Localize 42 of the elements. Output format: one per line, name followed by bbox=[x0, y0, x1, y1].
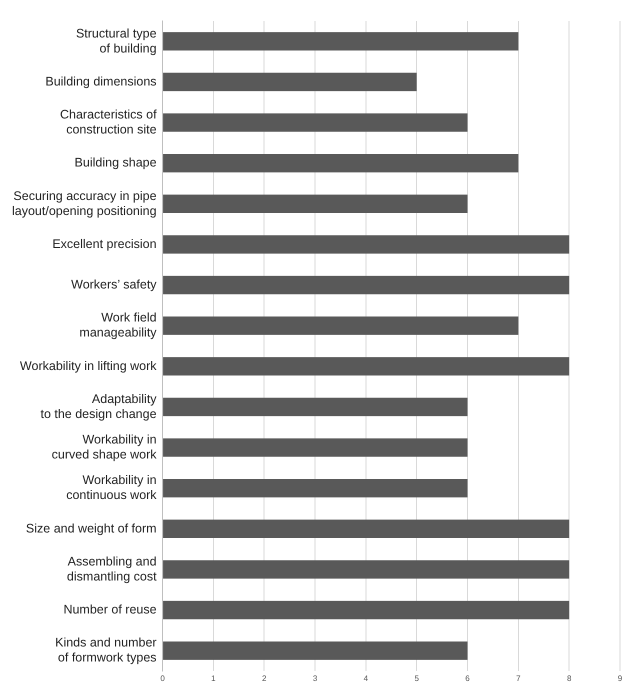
y-tick-label: Workability in curved shape work bbox=[52, 432, 158, 462]
x-tick-label: 2 bbox=[262, 674, 267, 684]
x-tick-label: 8 bbox=[566, 674, 572, 684]
y-tick-label: Building dimensions bbox=[45, 74, 157, 88]
y-tick-label: Kinds and number of formwork types bbox=[55, 636, 157, 665]
bar bbox=[163, 113, 468, 132]
y-tick-label: Workability in lifting work bbox=[20, 358, 158, 373]
y-tick-label: Workers’ safety bbox=[71, 278, 158, 292]
y-tick-label: Size and weight of form bbox=[26, 521, 157, 536]
x-tick-label: 6 bbox=[465, 674, 470, 684]
x-tick-label: 4 bbox=[364, 674, 369, 684]
x-tick-label: 0 bbox=[160, 674, 166, 684]
x-tick-label: 1 bbox=[211, 674, 216, 684]
x-tick-label: 3 bbox=[312, 674, 318, 684]
bar bbox=[163, 520, 570, 538]
bar bbox=[163, 479, 468, 498]
x-tick-label: 7 bbox=[516, 674, 522, 684]
bar bbox=[163, 276, 570, 294]
bar bbox=[163, 154, 518, 172]
bar bbox=[163, 398, 468, 416]
y-tick-label: Adaptability to the design change bbox=[40, 392, 158, 421]
x-tick-label: 9 bbox=[618, 674, 623, 684]
bar bbox=[163, 32, 518, 50]
y-tick-label: Structural type of building bbox=[76, 26, 157, 56]
bar bbox=[163, 642, 468, 660]
bar bbox=[163, 194, 468, 213]
bar bbox=[163, 72, 417, 92]
bar bbox=[163, 357, 570, 376]
x-tick-label: 5 bbox=[414, 674, 420, 684]
bar bbox=[163, 560, 570, 579]
bar bbox=[163, 438, 468, 457]
y-tick-label: Building shape bbox=[74, 156, 157, 170]
y-tick-label: Excellent precision bbox=[52, 236, 157, 251]
y-tick-label: Characteristics of construction site bbox=[60, 108, 158, 137]
bar bbox=[163, 600, 570, 620]
bar bbox=[163, 235, 570, 254]
y-tick-label: Number of reuse bbox=[63, 602, 157, 617]
y-tick-label: Assembling and dismantling cost bbox=[66, 554, 158, 584]
y-tick-label: Securing accuracy in pipe layout/opening positioning bbox=[12, 188, 157, 218]
bar bbox=[163, 316, 518, 335]
y-tick-label: Workability in continuous work bbox=[66, 473, 158, 502]
y-tick-label: Work field manageability bbox=[79, 310, 158, 340]
